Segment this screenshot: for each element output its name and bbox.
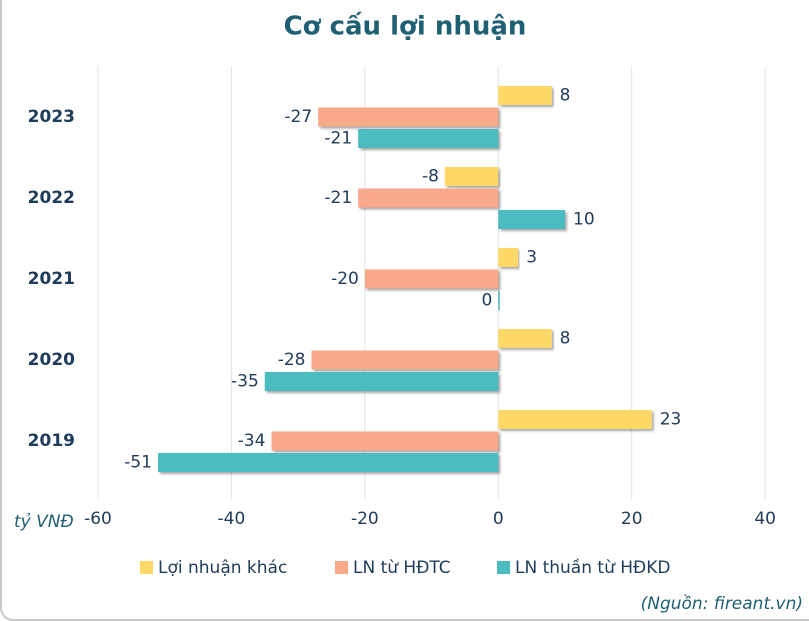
x-tick-label: -20 [351, 509, 379, 529]
x-tick-label: 20 [621, 509, 643, 529]
y-tick-label: 2023 [28, 107, 75, 127]
bar [498, 329, 552, 348]
legend-swatch [335, 561, 348, 574]
bar [444, 167, 499, 186]
bar [358, 129, 499, 148]
legend-label: LN thuần từ HĐKD [515, 557, 670, 578]
data-label: 0 [481, 291, 492, 311]
legend-swatch [140, 561, 153, 574]
data-label: -20 [331, 269, 359, 289]
bar [498, 248, 519, 267]
data-label: 8 [560, 329, 571, 349]
chart-title: Cơ cấu lợi nhuận [284, 11, 527, 42]
bar [158, 453, 499, 472]
x-tick-label: 40 [754, 509, 776, 529]
legend-swatch [497, 561, 510, 574]
bar [271, 431, 499, 451]
bar [264, 372, 499, 391]
data-label: -21 [324, 188, 352, 208]
source: (Nguồn: fireant.vn) [641, 593, 803, 614]
bar [364, 269, 499, 289]
data-label: -51 [124, 453, 152, 473]
x-axis-label: tỷ VNĐ [14, 512, 74, 532]
data-label: -8 [422, 167, 439, 187]
y-tick-label: 2019 [28, 431, 75, 451]
bar [358, 188, 499, 208]
data-label: -27 [284, 107, 312, 127]
bar [498, 291, 500, 310]
data-label: 23 [660, 410, 682, 430]
x-tick-label: -40 [218, 509, 246, 529]
y-tick-label: 2022 [28, 188, 75, 208]
bar [498, 86, 552, 105]
y-tick-label: 2020 [28, 350, 75, 370]
x-tick-label: -60 [84, 509, 112, 529]
y-tick-label: 2021 [28, 269, 75, 289]
bar [498, 410, 652, 429]
legend-label: Lợi nhuận khác [158, 558, 287, 578]
legend-label: LN từ HĐTC [353, 558, 451, 578]
data-label: 10 [573, 210, 595, 230]
bar [311, 350, 499, 370]
bar [318, 107, 499, 127]
x-tick-label: 0 [493, 509, 504, 529]
data-label: -34 [238, 431, 266, 451]
data-label: 3 [526, 248, 537, 268]
data-label: -21 [324, 129, 352, 149]
data-label: -28 [278, 350, 306, 370]
data-label: -35 [231, 372, 259, 392]
bar [498, 210, 565, 229]
data-label: 8 [560, 86, 571, 106]
